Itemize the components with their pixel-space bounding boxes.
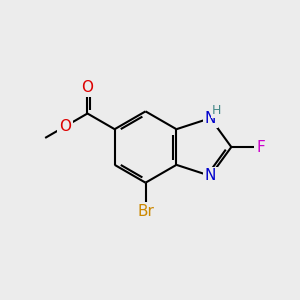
Text: Br: Br: [137, 204, 154, 219]
Text: N: N: [205, 111, 216, 126]
Text: O: O: [82, 80, 94, 95]
Text: H: H: [212, 104, 221, 117]
Text: N: N: [205, 168, 216, 183]
Text: O: O: [59, 119, 71, 134]
Text: F: F: [256, 140, 265, 154]
